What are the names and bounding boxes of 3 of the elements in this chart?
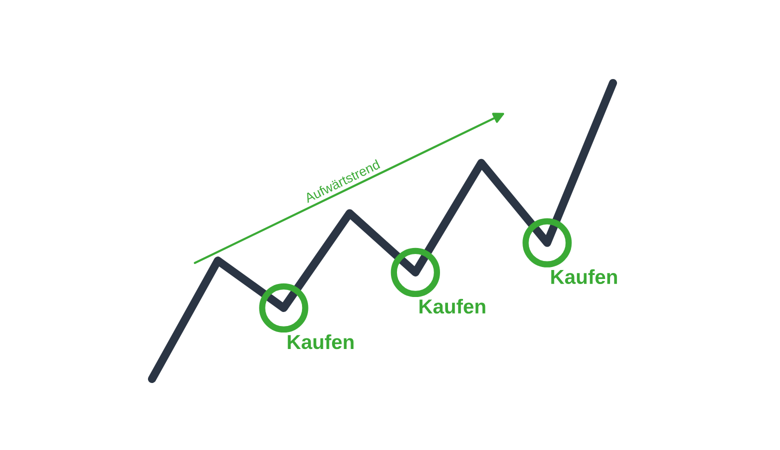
annotation: Kaufen [551,269,617,284]
annotation: Kaufen [288,334,354,350]
annotation: Kaufen [420,298,486,314]
